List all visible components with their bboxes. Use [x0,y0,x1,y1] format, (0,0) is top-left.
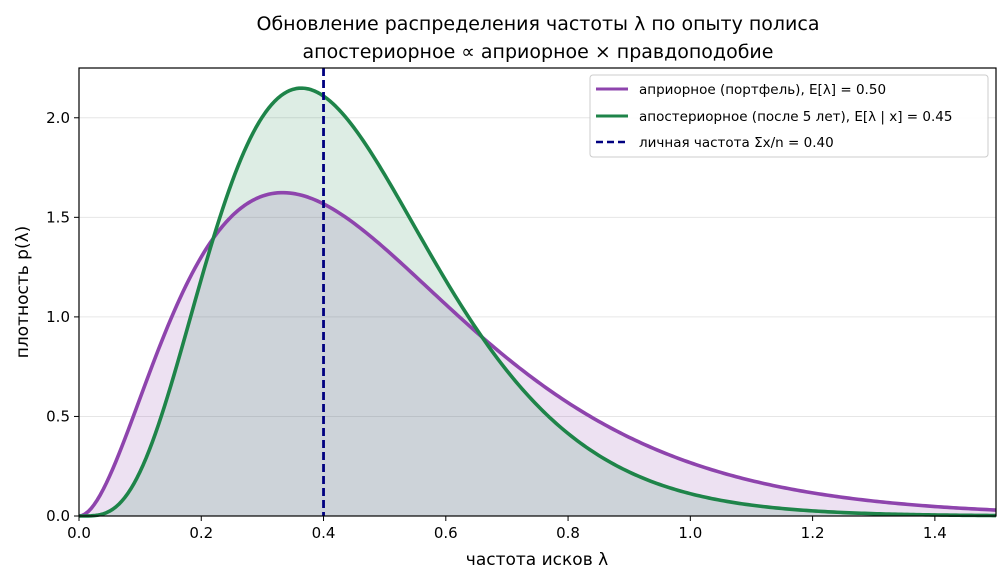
legend-label-personal-rate: личная частота Σx/n = 0.40 [639,135,834,151]
x-tick-label: 0.2 [189,524,213,542]
x-tick-label: 1.2 [801,524,825,542]
x-tick-label: 0.4 [312,524,336,542]
chart-title: Обновление распределения частоты λ по оп… [257,13,820,35]
y-axis-label: плотность p(λ) [13,226,33,359]
y-tick-label: 1.0 [46,308,70,326]
series-lines [78,68,997,518]
y-tick-label: 0.0 [46,507,70,525]
x-tick-label: 1.4 [923,524,947,542]
x-tick-label: 0.6 [434,524,458,542]
area-fills [79,88,996,517]
legend: априорное (портфель), E[λ] = 0.50 апосте… [589,74,989,158]
x-tick-label: 0.0 [67,524,91,542]
legend-box [589,74,989,158]
y-axis-ticks: 0.0 0.5 1.0 1.5 2.0 [46,109,79,525]
area-fill-posterior [79,88,996,517]
legend-label-prior: априорное (портфель), E[λ] = 0.50 [639,82,886,98]
area-fill-prior [79,192,996,516]
line-prior [78,190,997,518]
chart-subtitle: апостериорное ∝ априорное × правдоподоби… [303,41,774,63]
x-axis-label: частота исков λ [466,550,608,570]
y-tick-label: 0.5 [46,407,70,425]
y-tick-label: 2.0 [46,109,70,127]
y-tick-label: 1.5 [46,208,70,226]
x-tick-label: 0.8 [556,524,580,542]
line-posterior [79,86,997,518]
x-tick-label: 1.0 [678,524,702,542]
legend-label-posterior: апостериорное (после 5 лет), E[λ | x] = … [639,109,952,125]
x-axis-ticks: 0.0 0.2 0.4 0.6 0.8 1.0 1.2 1.4 [67,516,947,542]
plot-frame [78,67,997,517]
